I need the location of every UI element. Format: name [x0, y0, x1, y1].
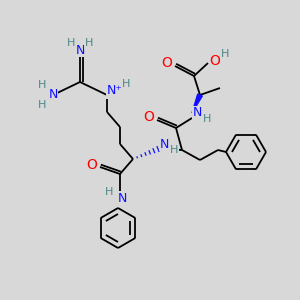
Text: H: H: [67, 38, 75, 48]
Text: H: H: [105, 187, 113, 197]
Text: H: H: [85, 38, 93, 48]
Text: H: H: [38, 80, 46, 90]
Text: H: H: [170, 145, 178, 155]
Polygon shape: [192, 94, 202, 113]
Text: N⁺: N⁺: [107, 83, 123, 97]
Text: N: N: [159, 137, 169, 151]
Text: N: N: [192, 106, 202, 119]
Text: N: N: [117, 191, 127, 205]
Text: O: O: [210, 54, 220, 68]
Text: O: O: [87, 158, 98, 172]
Text: N: N: [75, 44, 85, 56]
Text: H: H: [38, 100, 46, 110]
Text: O: O: [162, 56, 172, 70]
Text: O: O: [144, 110, 154, 124]
Text: H: H: [122, 79, 130, 89]
Text: H: H: [203, 114, 211, 124]
Text: N: N: [48, 88, 58, 101]
Text: H: H: [221, 49, 229, 59]
